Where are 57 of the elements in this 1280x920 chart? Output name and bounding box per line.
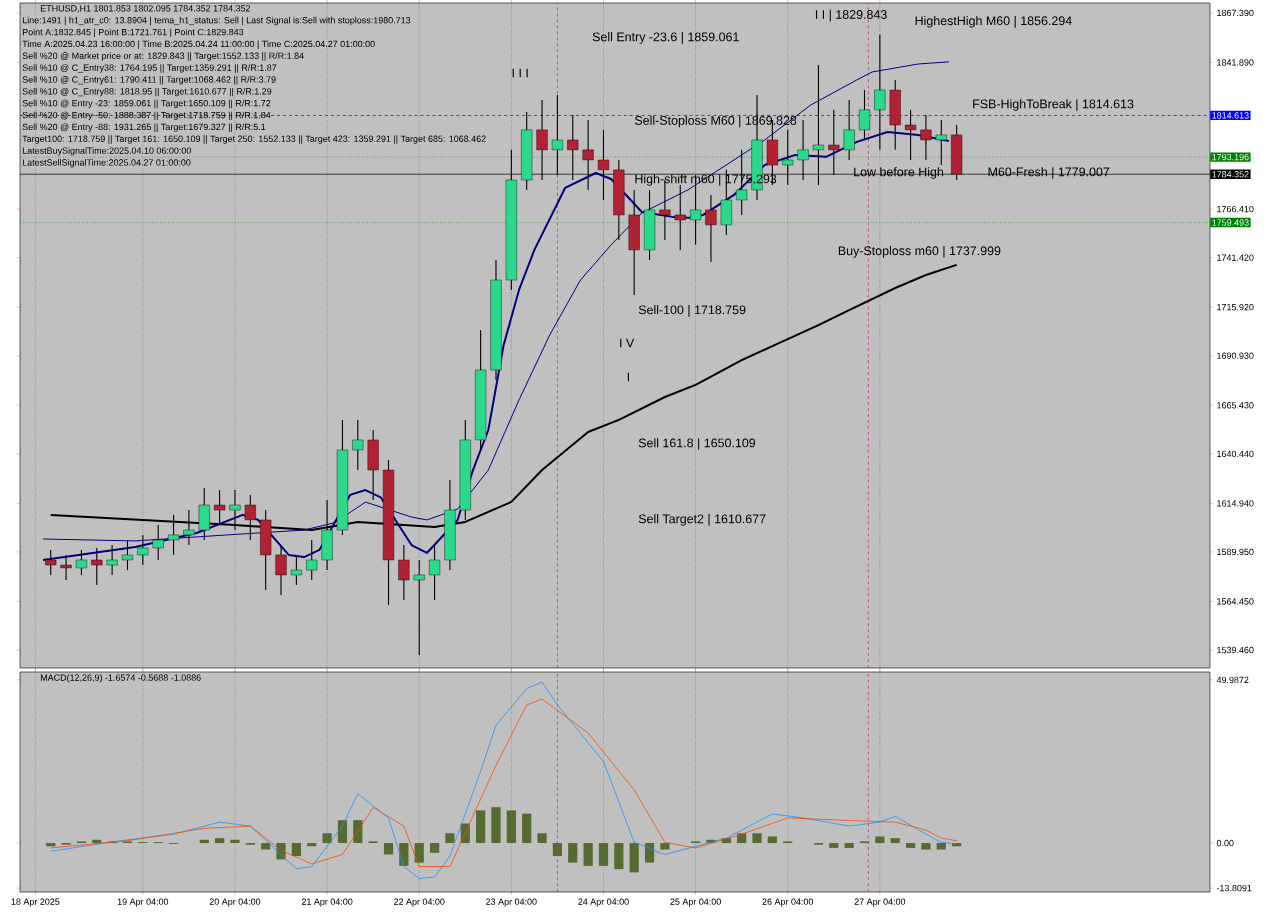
x-tick-label: 24 Apr 04:00 [578,898,629,907]
annotation: M60-Fresh | 1779.007 [988,167,1110,179]
annotation: Sell %10 @ C_Entry88: 1818.95 || Target:1610.677 || R/R:1.29 [22,87,272,97]
annotation: Target100: 1718.759 || Target 161: 1650.109 || Target 250: 1552.133 || Target 423: 1359.291 || Target 685: 1068.462 [22,135,486,144]
annotation: LatestBuySignalTime:2025.04.10 06:00:00 [22,147,191,156]
y-tick-label: 1766.410 [1217,205,1254,213]
y-tick-label: 1640.440 [1217,450,1254,458]
y-tick-label: 0.00 [1216,839,1234,847]
y-tick-label: 1589.950 [1217,548,1254,556]
annotation: I I | 1829.843 [815,9,887,22]
annotation: Sell %20 @ Entry -88: 1931.265 || Target:1679.327 || R/R:5.1 [22,123,266,132]
y-tick-label: 1539.460 [1217,646,1254,654]
y-tick-label: 1867.390 [1217,9,1254,17]
ref-line-label: 1814.613 [1212,112,1249,119]
ref-line-label: 1784.352 [1212,171,1249,178]
chart-title: ETHUSD,H1 1801.853 1802.095 1784.352 1784.352 [40,5,251,13]
annotation: I [627,372,630,382]
x-tick-label: 25 Apr 04:00 [670,898,721,907]
annotation: Buy-Stoploss m60 | 1737.999 [838,246,1001,258]
y-tick-label: 49.9872 [1216,676,1249,684]
annotation: Sell %20 @ Entry -50: 1888.387 || Target:1718.759 || R/R:1.84 [22,111,271,121]
y-tick-label: 1564.450 [1217,598,1254,605]
annotation: Sell %10 @ C_Entry61: 1790.411 || Target:1068.462 || R/R:3.79 [22,76,276,85]
ref-line-label: 1793.196 [1212,153,1249,161]
annotation: I I I [512,68,528,78]
annotation: Sell Entry -23.6 | 1859.061 [592,32,739,44]
y-tick-label: 1715.920 [1217,304,1254,311]
x-tick-label: 20 Apr 04:00 [209,898,261,907]
annotation: Line:1491 | h1_atr_c0: 13.8904 | tema_h1_status: Sell | Last Signal is:Sell with stoploss:1980.713 [22,16,411,26]
x-tick-label: 19 Apr 04:00 [117,898,169,907]
annotation: Sell Target2 | 1610.677 [638,514,766,526]
y-tick-label: 1690.930 [1217,352,1254,359]
annotation: Time A:2025.04.23 16:00:00 | Time B:2025.04.24 11:00:00 | Time C:2025.04.27 01:00:00 [22,40,375,49]
x-tick-label: 26 Apr 04:00 [762,898,814,907]
x-tick-label: 21 Apr 04:00 [301,898,353,907]
x-tick-label: 18 Apr 2025 [11,898,60,907]
annotation: Point A:1832.845 | Point B:1721.761 | Point C:1829.843 [22,28,244,38]
annotation: Sell 161.8 | 1650.109 [638,438,756,450]
x-tick-label: 23 Apr 04:00 [486,898,537,907]
x-tick-label: 27 Apr 04:00 [854,898,906,907]
annotation: Sell %10 @ Entry -23: 1859.061 || Target:1650.109 || R/R:1.72 [22,99,271,109]
annotation: LatestSellSignalTime:2025.04.27 01:00:00 [22,159,191,168]
ref-line-label: 1759.493 [1212,219,1249,226]
annotation: Sell-100 | 1718.759 [638,305,746,317]
annotation: Sell %10 @ C_Entry38: 1764.195 || Target:1359.291 || R/R:1.87 [22,64,277,73]
y-tick-label: 1614.940 [1217,500,1254,507]
y-tick-label: -13.8091 [1216,884,1252,892]
chart-title: MACD(12,26,9) -1.6574 -0.5688 -1.0886 [40,674,201,683]
annotation: I V [620,338,635,348]
y-tick-label: 1665.430 [1217,402,1254,409]
annotation: HighestHigh M60 | 1856.294 [915,15,1072,28]
y-tick-label: 1741.420 [1217,254,1254,261]
annotation: Sell %20 @ Market price or at: 1829.843 || Target:1552.133 || R/R:1.84 [22,52,304,61]
y-tick-label: 1841.890 [1217,59,1254,66]
annotation: FSB-HighToBreak | 1814.613 [973,99,1134,111]
x-tick-label: 22 Apr 04:00 [394,898,445,907]
annotation: Low before High [854,167,944,179]
